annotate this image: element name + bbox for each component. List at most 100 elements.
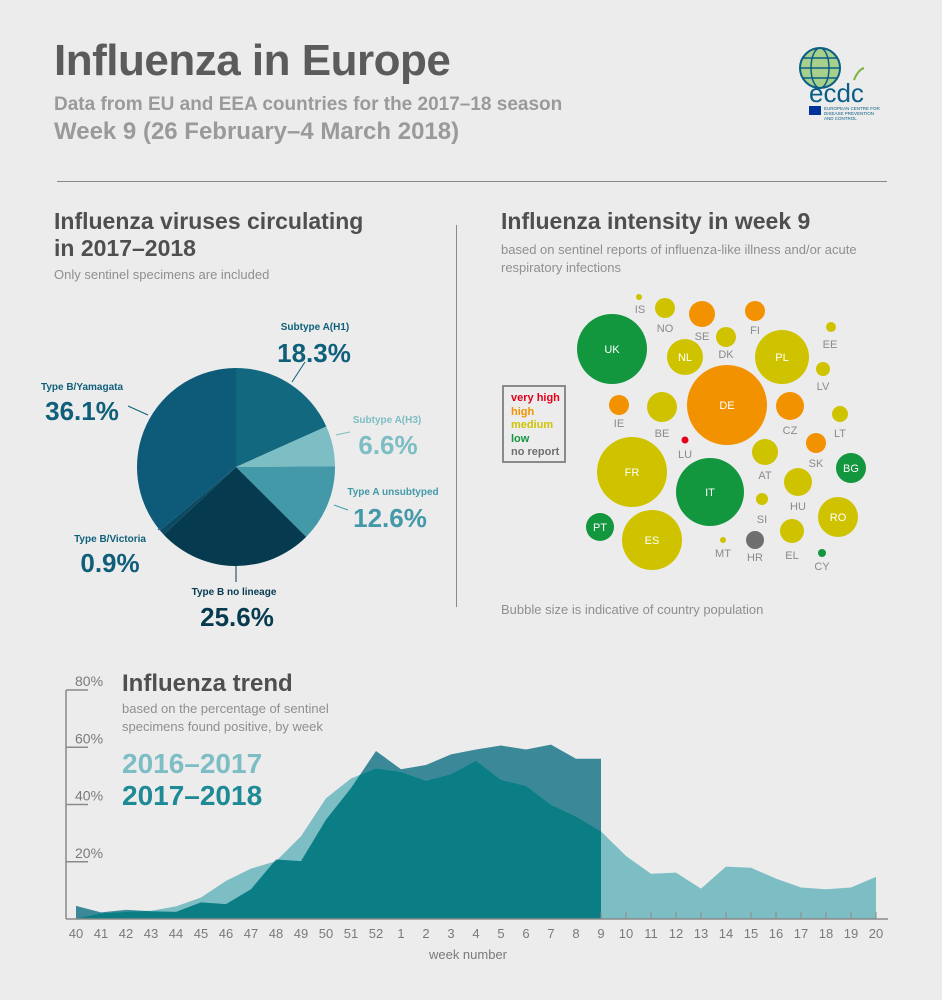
bubble-label: MT [715,548,731,560]
bubble-label: FI [750,325,760,337]
bubble-pt: PT [586,513,614,541]
x-tick-label: 7 [547,926,554,941]
x-tick-label: 40 [69,926,83,941]
section-divider [456,225,457,607]
legend-item: no report [511,446,560,458]
leader-line [291,361,306,383]
svg-text:AND CONTROL: AND CONTROL [824,116,857,121]
intensity-title: Influenza intensity in week 9 [501,208,811,234]
pie-label: Subtype A(H3) [352,415,422,426]
leader-line [127,405,149,416]
x-tick-label: 49 [294,926,308,941]
pie-chart [127,361,351,582]
x-tick-label: 5 [497,926,504,941]
bubble-circle [818,497,858,537]
y-tick-label: 20% [75,845,103,861]
viruses-title-line1: Influenza viruses circulating [54,208,364,234]
bubble-at: AT [752,439,778,482]
bubble-be: BE [647,392,677,440]
bubble-mt: MT [715,537,731,560]
bubble-label: HR [747,552,763,564]
leader-line [333,504,349,511]
viruses-title-line2: in 2017–2018 [54,235,196,261]
x-tick-label: 51 [344,926,358,941]
bubble-label: CZ [783,425,798,437]
x-tick-label: 13 [694,926,708,941]
bubble-label: HU [790,501,806,513]
bubble-label: LT [834,428,846,440]
bubble-label: RO [830,512,847,524]
x-tick-label: 45 [194,926,208,941]
x-tick-label: 6 [522,926,529,941]
bubble-label: FR [625,467,640,479]
svg-text:EUROPEAN CENTRE FOR: EUROPEAN CENTRE FOR [824,106,881,111]
intensity-subtitle-line2: respiratory infections [501,260,621,275]
bubble-circle [756,493,768,505]
bubble-label: EL [785,550,798,562]
legend-item: medium [511,419,554,431]
bubble-label: UK [604,344,620,356]
bubble-es: ES [622,510,682,570]
bubble-circle [676,458,744,526]
x-tick-label: 4 [472,926,479,941]
bubble-label: LU [678,449,692,461]
bubble-dk: DK [716,327,736,361]
page-subtitle: Data from EU and EEA countries for the 2… [54,94,563,115]
bubble-label: LV [817,381,830,393]
trend-subtitle: based on the percentage of sentinel spec… [122,700,329,736]
bubble-circle [636,294,642,300]
x-tick-label: 9 [597,926,604,941]
intensity-subtitle-line1: based on sentinel reports of influenza-l… [501,242,857,257]
x-tick-label: 12 [669,926,683,941]
bubble-circle [816,362,830,376]
page-title: Influenza in Europe [54,36,451,85]
bubble-label: AT [758,470,772,482]
bubble-label: SE [695,331,710,343]
bubble-no: NO [655,298,675,335]
bubble-label: SI [757,514,767,526]
bubble-circle [720,537,726,543]
y-tick-label: 80% [75,673,103,689]
bubble-circle [818,549,826,557]
bubble-ee: EE [823,322,838,351]
bubble-is: IS [635,294,645,316]
trend-subtitle-line2: specimens found positive, by week [122,719,323,734]
x-tick-label: 15 [744,926,758,941]
x-axis-label: week number [428,947,508,962]
bubble-label: NO [657,323,674,335]
pie-slice-type-b-victoria [159,467,236,535]
area-overlap [76,760,601,919]
bubble-circle [647,392,677,422]
legend-2017-2018: 2017–2018 [122,780,263,811]
bubble-label: PL [775,352,788,364]
pie-value: 6.6% [358,430,418,460]
x-tick-label: 46 [219,926,233,941]
bubble-se: SE [689,301,715,343]
y-tick-label: 60% [75,730,103,746]
x-tick-label: 2 [422,926,429,941]
x-tick-label: 11 [644,926,658,941]
header-divider [57,181,887,182]
bubble-circle [746,531,764,549]
intensity-legend: very high high medium low no report [502,385,566,463]
x-tick-label: 42 [119,926,133,941]
bubble-bg: BG [836,453,866,483]
bubble-label: NL [678,352,692,364]
bubble-si: SI [756,493,768,526]
bubble-label: EE [823,339,838,351]
x-tick-label: 3 [447,926,454,941]
legend-item: high [511,405,535,418]
bubble-circle [586,513,614,541]
pie-label: Type B/Victoria [74,534,146,545]
bubble-cz: CZ [776,392,804,437]
trend-subtitle-line1: based on the percentage of sentinel [122,701,329,716]
bubble-circle [667,339,703,375]
bubble-label: IS [635,304,645,316]
bubble-circle [681,436,689,444]
bubble-label: CY [814,561,830,573]
legend-2016-2017: 2016–2017 [122,748,263,779]
pie-value: 18.3% [277,338,351,368]
trend-chart: 20%40%60%80%40 41 42 43 44 45 46 47 48 49 50 51 52 1 2… [65,673,888,962]
legend-item: low [511,432,530,445]
bubble-lu: LU [678,436,692,461]
